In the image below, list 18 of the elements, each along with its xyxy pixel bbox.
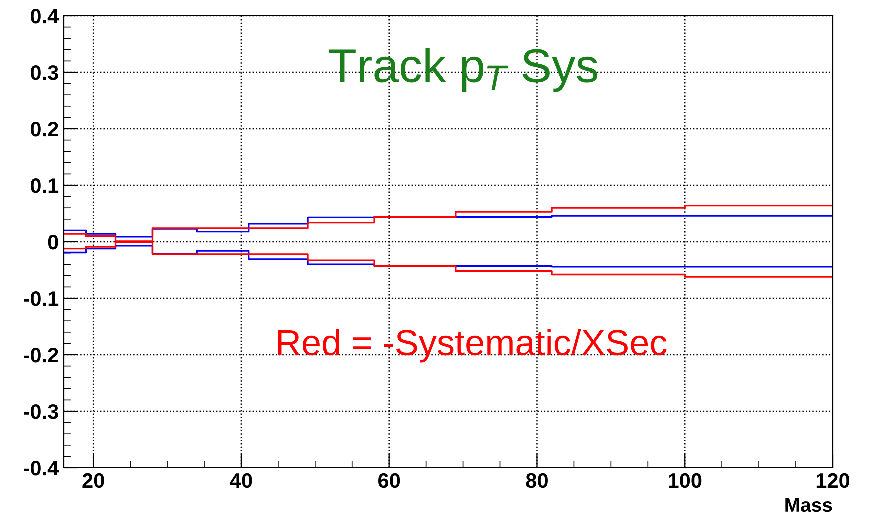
x-tick-label: 100 — [669, 473, 702, 488]
y-tick-label: 0 — [48, 235, 58, 250]
annotation: Red = -Systematic/XSec — [278, 329, 667, 363]
x-tick-label: 80 — [526, 473, 548, 488]
x-tick-label: 120 — [816, 473, 850, 488]
x-tick-label: 20 — [82, 473, 104, 488]
y-tick-label: -0.2 — [24, 348, 58, 363]
x-axis-title: Mass — [786, 498, 832, 512]
y-tick-label: 0.1 — [31, 178, 59, 194]
y-tick-label: 0.3 — [31, 66, 58, 80]
y-tick-label: 0.2 — [31, 122, 58, 137]
x-tick-label: 60 — [378, 473, 400, 488]
y-tick-label: -0.4 — [24, 461, 60, 476]
text: Track p$_{T}$ Sys — [329, 48, 598, 92]
y-tick-label: -0.1 — [24, 292, 59, 306]
y-tick-label: -0.3 — [24, 404, 58, 420]
x-tick-label: 40 — [230, 473, 252, 488]
y-tick-label: 0.4 — [31, 9, 60, 24]
